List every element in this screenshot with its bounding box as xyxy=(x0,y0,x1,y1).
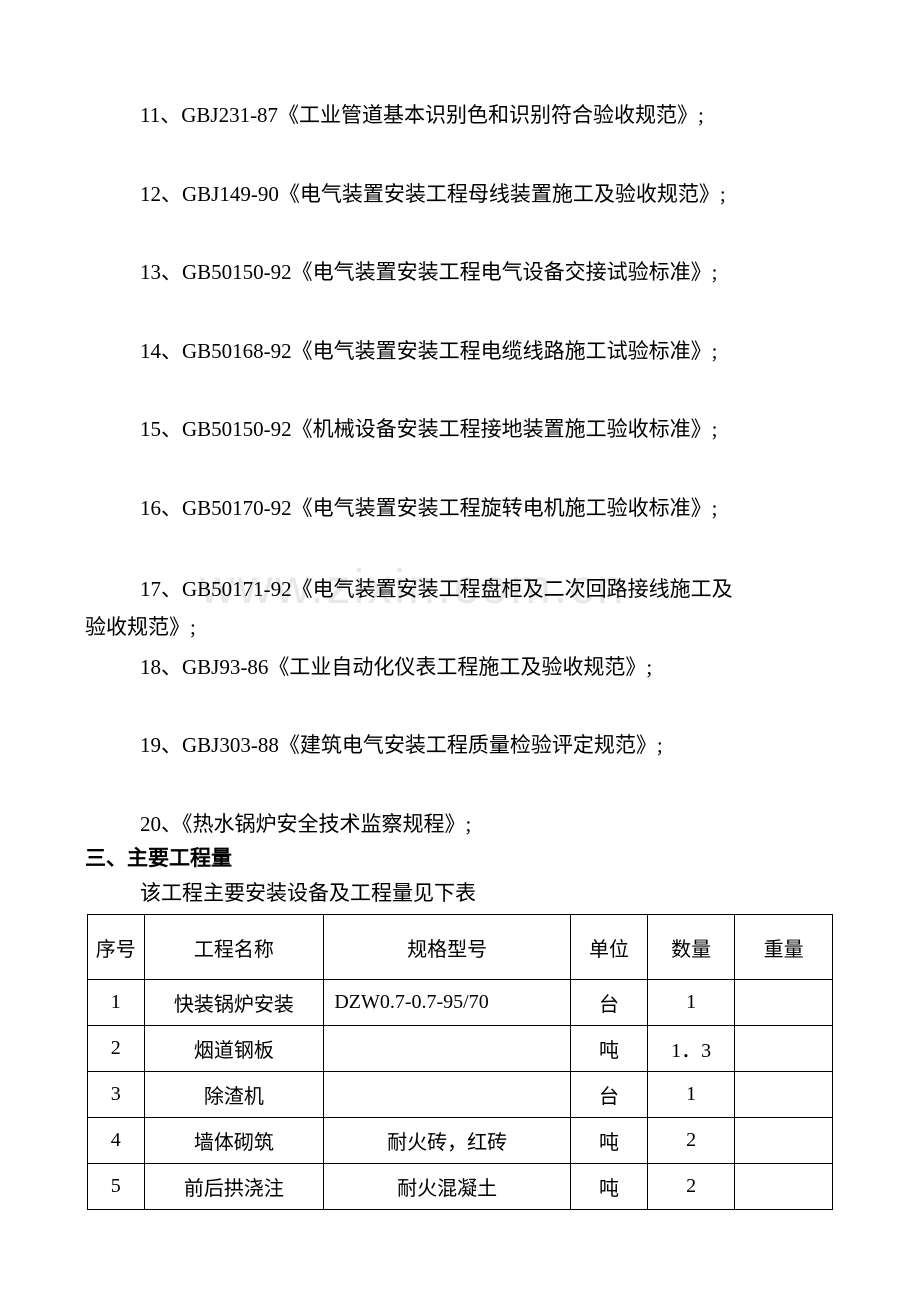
list-item-20: 20、《热水锅炉安全技术监察规程》; xyxy=(85,809,835,841)
cell-spec: DZW0.7-0.7-95/70 xyxy=(324,980,571,1026)
cell-qty: 2 xyxy=(648,1164,735,1210)
col-header-weight: 重量 xyxy=(735,915,833,980)
cell-weight xyxy=(735,1026,833,1072)
cell-name: 快装锅炉安装 xyxy=(144,980,324,1026)
cell-qty: 1 xyxy=(648,980,735,1026)
cell-qty: 2 xyxy=(648,1118,735,1164)
list-item-15: 15、GB50150-92《机械设备安装工程接地装置施工验收标准》; xyxy=(85,414,835,446)
cell-name: 墙体砌筑 xyxy=(144,1118,324,1164)
cell-qty: 1．3 xyxy=(648,1026,735,1072)
cell-name: 烟道钢板 xyxy=(144,1026,324,1072)
list-item-19: 19、GBJ303-88《建筑电气安装工程质量检验评定规范》; xyxy=(85,730,835,762)
list-item-11: 11、GBJ231-87《工业管道基本识别色和识别符合验收规范》; xyxy=(85,100,835,132)
list-item-17-line1: 17、GB50171-92《电气装置安装工程盘柜及二次回路接线施工及 xyxy=(85,577,733,601)
cell-spec: 耐火混凝土 xyxy=(324,1164,571,1210)
cell-unit: 台 xyxy=(570,980,647,1026)
cell-unit: 吨 xyxy=(570,1026,647,1072)
cell-name: 除渣机 xyxy=(144,1072,324,1118)
page-content: 11、GBJ231-87《工业管道基本识别色和识别符合验收规范》; 12、GBJ… xyxy=(0,0,920,1210)
cell-seq: 1 xyxy=(88,980,145,1026)
col-header-seq: 序号 xyxy=(88,915,145,980)
col-header-qty: 数量 xyxy=(648,915,735,980)
table-row: 3 除渣机 台 1 xyxy=(88,1072,833,1118)
equipment-table: 序号 工程名称 规格型号 单位 数量 重量 1 快装锅炉安装 DZW0.7-0.… xyxy=(87,914,833,1210)
list-item-12: 12、GBJ149-90《电气装置安装工程母线装置施工及验收规范》; xyxy=(85,179,835,211)
cell-spec xyxy=(324,1026,571,1072)
cell-unit: 吨 xyxy=(570,1164,647,1210)
cell-seq: 2 xyxy=(88,1026,145,1072)
cell-seq: 3 xyxy=(88,1072,145,1118)
cell-weight xyxy=(735,980,833,1026)
col-header-name: 工程名称 xyxy=(144,915,324,980)
list-item-16: 16、GB50170-92《电气装置安装工程旋转电机施工验收标准》; xyxy=(85,493,835,525)
cell-weight xyxy=(735,1072,833,1118)
list-item-14: 14、GB50168-92《电气装置安装工程电缆线路施工试验标准》; xyxy=(85,336,835,368)
cell-seq: 5 xyxy=(88,1164,145,1210)
table-header-row: 序号 工程名称 规格型号 单位 数量 重量 xyxy=(88,915,833,980)
col-header-spec: 规格型号 xyxy=(324,915,571,980)
table-row: 4 墙体砌筑 耐火砖，红砖 吨 2 xyxy=(88,1118,833,1164)
cell-unit: 台 xyxy=(570,1072,647,1118)
section-heading: 三、主要工程量 xyxy=(85,843,835,875)
cell-spec xyxy=(324,1072,571,1118)
cell-weight xyxy=(735,1118,833,1164)
table-row: 5 前后拱浇注 耐火混凝土 吨 2 xyxy=(88,1164,833,1210)
cell-name: 前后拱浇注 xyxy=(144,1164,324,1210)
cell-weight xyxy=(735,1164,833,1210)
cell-spec: 耐火砖，红砖 xyxy=(324,1118,571,1164)
list-item-17-line2: 验收规范》; xyxy=(85,615,196,639)
list-item-18: 18、GBJ93-86《工业自动化仪表工程施工及验收规范》; xyxy=(85,652,835,684)
cell-seq: 4 xyxy=(88,1118,145,1164)
table-intro: 该工程主要安装设备及工程量见下表 xyxy=(85,878,835,910)
table-row: 1 快装锅炉安装 DZW0.7-0.7-95/70 台 1 xyxy=(88,980,833,1026)
cell-unit: 吨 xyxy=(570,1118,647,1164)
cell-qty: 1 xyxy=(648,1072,735,1118)
table-row: 2 烟道钢板 吨 1．3 xyxy=(88,1026,833,1072)
col-header-unit: 单位 xyxy=(570,915,647,980)
list-item-17: 17、GB50171-92《电气装置安装工程盘柜及二次回路接线施工及 验收规范》… xyxy=(85,571,835,647)
list-item-13: 13、GB50150-92《电气装置安装工程电气设备交接试验标准》; xyxy=(85,257,835,289)
